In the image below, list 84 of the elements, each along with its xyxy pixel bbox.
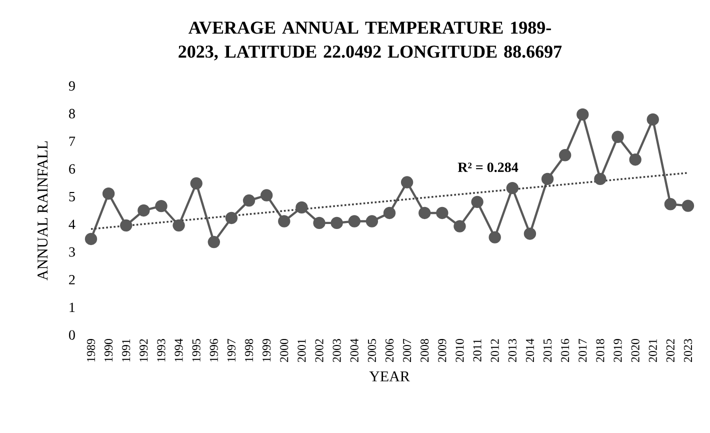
point bbox=[366, 215, 378, 228]
point bbox=[348, 215, 360, 228]
point bbox=[454, 220, 466, 232]
x-tick-label: 2013 bbox=[508, 338, 516, 362]
y-tick-label: 4 bbox=[68, 220, 76, 229]
x-tick-label: 2006 bbox=[385, 338, 394, 362]
point bbox=[629, 153, 642, 166]
x-axis-title: YEAR bbox=[369, 371, 410, 382]
point bbox=[488, 231, 501, 244]
x-tick-label: 2021 bbox=[648, 339, 657, 362]
x-tick-label: 2015 bbox=[543, 338, 552, 362]
x-tick-label: 1990 bbox=[104, 338, 113, 362]
point bbox=[102, 188, 115, 200]
point bbox=[576, 108, 589, 121]
x-tick-label: 2012 bbox=[490, 339, 499, 362]
x-tick-label: 2000 bbox=[280, 338, 288, 362]
point bbox=[313, 216, 326, 230]
y-tick-label: 3 bbox=[69, 247, 75, 257]
point bbox=[242, 194, 256, 207]
point bbox=[400, 176, 414, 188]
point bbox=[471, 196, 484, 208]
x-tick-label: 2014 bbox=[526, 338, 534, 362]
x-tick-label: 2023 bbox=[684, 338, 692, 362]
chart-title: AVERAGE ANNUAL TEMPERATURE 1989-2023, LATITUDE 22.0492 LONGITUDE 88.6697 bbox=[178, 22, 562, 60]
x-tick-label: 2022 bbox=[666, 339, 674, 362]
x-tick-label: 1992 bbox=[140, 339, 148, 362]
point bbox=[260, 189, 273, 202]
point bbox=[418, 206, 431, 220]
y-tick-label: 7 bbox=[69, 136, 76, 146]
y-tick-label: 5 bbox=[69, 192, 75, 202]
point bbox=[84, 232, 98, 246]
point bbox=[190, 177, 202, 190]
y-tick-label: 1 bbox=[70, 302, 75, 312]
y-tick-label: 9 bbox=[68, 81, 75, 91]
x-tick-label: 2009 bbox=[438, 339, 446, 362]
x-tick-label: 1991 bbox=[122, 339, 130, 362]
y-tick-label: 6 bbox=[69, 164, 76, 174]
y-tick-label: 2 bbox=[69, 275, 75, 284]
x-tick-label: 2008 bbox=[420, 338, 429, 362]
x-tick-label: 1993 bbox=[157, 338, 166, 362]
point bbox=[172, 219, 185, 232]
annotation: R² = 0.284 bbox=[458, 162, 518, 172]
point bbox=[208, 236, 220, 248]
point bbox=[383, 206, 396, 220]
x-tick-label: 1996 bbox=[210, 338, 218, 362]
x-tick-label: 1998 bbox=[244, 338, 254, 362]
x-tick-label: 1997 bbox=[227, 338, 236, 362]
x-tick-label: 2018 bbox=[596, 338, 604, 362]
point bbox=[682, 200, 694, 212]
x-tick-label: 2017 bbox=[578, 338, 587, 362]
x-tick-label: 2004 bbox=[350, 338, 358, 362]
point bbox=[646, 113, 659, 126]
point bbox=[436, 206, 448, 220]
point bbox=[278, 215, 290, 228]
point bbox=[296, 201, 308, 214]
x-tick-label: 2003 bbox=[332, 338, 341, 362]
point bbox=[330, 216, 343, 230]
y-tick-label: 0 bbox=[69, 330, 75, 340]
y-tick-label: 8 bbox=[69, 108, 75, 118]
x-tick-label: 2020 bbox=[631, 338, 640, 362]
point bbox=[612, 130, 624, 144]
point bbox=[558, 149, 572, 162]
x-tick-label: 2010 bbox=[456, 338, 464, 362]
y-axis-title: ANNUAL RAINFALL bbox=[38, 141, 48, 280]
x-tick-label: 1999 bbox=[262, 339, 271, 362]
point bbox=[524, 228, 536, 240]
x-tick-label: 1995 bbox=[192, 338, 200, 362]
x-tick-label: 2007 bbox=[403, 338, 412, 362]
point bbox=[155, 200, 168, 212]
x-tick-label: 2002 bbox=[315, 339, 324, 362]
point bbox=[225, 212, 238, 224]
point bbox=[120, 219, 132, 232]
x-tick-label: 2016 bbox=[561, 338, 570, 362]
point bbox=[594, 172, 606, 186]
x-tick-label: 2001 bbox=[298, 339, 306, 362]
x-tick-label: 2005 bbox=[368, 338, 376, 362]
point bbox=[664, 198, 677, 210]
point bbox=[541, 172, 554, 186]
x-tick-label: 1994 bbox=[174, 338, 183, 362]
point bbox=[506, 182, 519, 194]
x-tick-label: 2019 bbox=[614, 339, 622, 362]
x-tick-label: 1989 bbox=[86, 339, 96, 362]
x-tick-label: 2011 bbox=[473, 339, 482, 362]
point bbox=[138, 204, 150, 217]
